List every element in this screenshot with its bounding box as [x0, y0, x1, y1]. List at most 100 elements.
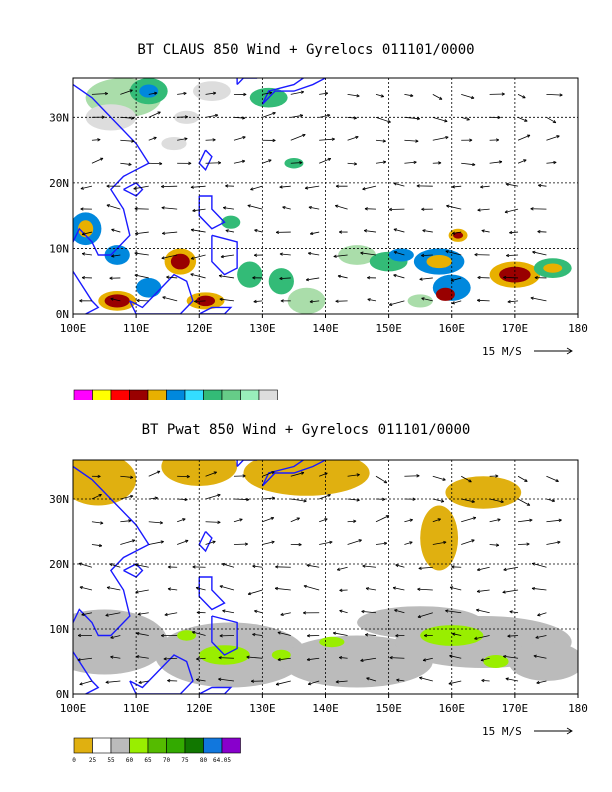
x-tick-label: 170E	[502, 322, 529, 335]
wind-vector-arrow	[148, 111, 161, 118]
wind-vector-arrow	[219, 585, 235, 591]
wind-vector-arrow	[347, 498, 360, 502]
wind-vector-arrow	[509, 230, 519, 235]
wind-vector-arrow	[419, 277, 433, 281]
wind-vector-arrow	[177, 115, 189, 119]
x-tick-label: 100E	[60, 702, 87, 715]
wind-vector-arrow	[148, 136, 157, 141]
y-tick-label: 10N	[49, 623, 69, 636]
coastline	[198, 531, 213, 553]
field-blob	[435, 287, 455, 301]
wind-vector-arrow	[477, 298, 490, 303]
wind-vector-arrow	[517, 116, 528, 122]
coastline	[236, 460, 258, 467]
reference-vector-label: 15 M/S	[482, 345, 522, 358]
wind-vector-arrow	[304, 185, 320, 190]
y-tick-label: 0N	[56, 308, 69, 321]
wind-vector-arrow	[388, 207, 405, 212]
wind-vector-arrow	[306, 563, 320, 568]
wind-vector-arrow	[489, 115, 501, 120]
wind-vector-arrow	[222, 206, 235, 210]
wind-vector-arrow	[205, 493, 221, 500]
wind-vector-arrow	[319, 518, 328, 523]
wind-vector-arrow	[105, 680, 121, 684]
wind-vector-arrow	[489, 474, 499, 478]
wind-vector-arrow	[361, 609, 377, 614]
field-blob	[237, 261, 263, 288]
wind-vector-arrow	[194, 299, 206, 304]
wind-vector-arrow	[546, 475, 559, 482]
wind-vector-arrow	[319, 91, 329, 96]
wind-vector-arrow	[205, 520, 221, 524]
wind-vector-arrow	[537, 612, 547, 617]
wind-vector-arrow	[120, 139, 135, 143]
field-blob	[319, 636, 345, 648]
wind-vector-arrow	[461, 539, 475, 545]
wind-vector-arrow	[481, 678, 490, 683]
wind-vector-arrow	[177, 161, 192, 166]
x-tick-label: 130E	[249, 322, 276, 335]
wind-vector-arrow	[79, 586, 93, 591]
wind-vector-arrow	[392, 586, 405, 591]
wind-vector-arrow	[362, 564, 377, 568]
wind-vector-arrow	[417, 612, 433, 619]
wind-vector-arrow	[416, 184, 433, 188]
x-tick-label: 120E	[186, 702, 213, 715]
colorbar-swatch	[203, 737, 223, 754]
wind-vector-arrow	[445, 250, 462, 256]
wind-vector-arrow	[167, 587, 178, 591]
wind-vector-arrow	[393, 228, 405, 233]
coastline	[129, 654, 194, 694]
wind-vector-arrow	[347, 135, 359, 141]
wind-vector-arrow	[161, 633, 178, 638]
wind-vector-arrow	[80, 185, 93, 190]
wind-vector-arrow	[546, 518, 562, 523]
colorbar-label: 60	[126, 757, 134, 764]
wind-vector-arrow	[461, 94, 475, 100]
wind-vector-arrow	[335, 299, 348, 303]
wind-vector-arrow	[530, 296, 547, 302]
wind-vector-arrow	[332, 631, 348, 636]
wind-vector-arrow	[280, 612, 291, 616]
wind-vector-arrow	[477, 275, 490, 280]
wind-vector-arrow	[80, 207, 92, 211]
wind-vector-arrow	[339, 588, 348, 592]
wind-vector-arrow	[307, 634, 320, 638]
wind-vector-arrow	[546, 498, 555, 503]
field-blob	[420, 625, 484, 646]
wind-vector-arrow	[91, 494, 102, 500]
wind-vector-arrow	[319, 472, 328, 477]
wind-vector-arrow	[162, 296, 178, 302]
wind-vector-arrow	[503, 566, 519, 572]
wind-vector-arrow	[282, 206, 291, 210]
wind-vector-arrow	[517, 475, 528, 482]
wind-vector-arrow	[449, 654, 462, 659]
wind-vector-arrow	[365, 587, 377, 591]
wind-vector-arrow	[219, 297, 235, 302]
field-blob	[139, 84, 159, 98]
wind-vector-arrow	[247, 204, 263, 210]
wind-vector-arrow	[474, 635, 490, 640]
wind-vector-arrow	[148, 91, 158, 96]
wind-vector-arrow	[432, 498, 445, 503]
wind-vector-arrow	[335, 204, 348, 210]
wind-vector-arrow	[138, 680, 149, 684]
wind-vector-arrow	[262, 496, 276, 500]
wind-vector-arrow	[404, 93, 414, 98]
wind-vector-arrow	[148, 496, 158, 500]
wind-vector-arrow	[290, 517, 300, 523]
wind-vector-arrow	[364, 207, 377, 211]
wind-vector-arrow	[546, 135, 560, 141]
wind-vector-arrow	[432, 518, 441, 523]
wind-vector-arrow	[177, 474, 190, 479]
wind-vector-arrow	[337, 274, 348, 279]
wind-vector-arrow	[335, 184, 348, 188]
wind-vector-arrow	[290, 161, 303, 165]
coastline	[198, 576, 226, 611]
wind-vector-arrow	[279, 252, 291, 256]
wind-vector-arrow	[339, 609, 348, 614]
wind-vector-arrow	[161, 254, 178, 260]
wind-vector-arrow	[477, 208, 490, 212]
wind-vector-arrow	[134, 207, 149, 211]
field-blob	[287, 287, 326, 314]
